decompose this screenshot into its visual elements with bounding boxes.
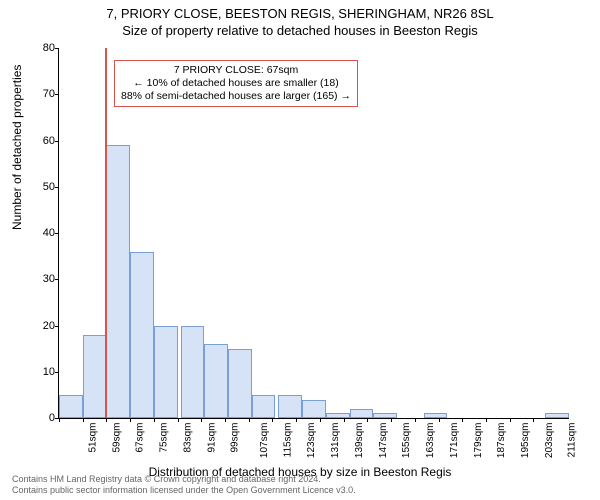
ytick-label: 60	[27, 135, 55, 147]
ytick-label: 0	[27, 412, 55, 424]
histogram-bar	[424, 413, 448, 418]
ytick-mark	[55, 94, 59, 95]
histogram-bar	[130, 252, 154, 419]
xtick-label: 83sqm	[182, 423, 193, 453]
annotation-box: 7 PRIORY CLOSE: 67sqm← 10% of detached h…	[114, 60, 358, 107]
histogram-bar	[545, 413, 569, 418]
xtick-mark	[178, 418, 179, 422]
histogram-bar	[59, 395, 83, 418]
xtick-mark	[83, 418, 84, 422]
xtick-label: 171sqm	[449, 423, 460, 459]
ytick-label: 80	[27, 42, 55, 54]
xtick-label: 195sqm	[520, 423, 531, 459]
footer-attribution: Contains HM Land Registry data © Crown c…	[12, 474, 356, 496]
xtick-mark	[225, 418, 226, 422]
footer-line-2: Contains public sector information licen…	[12, 485, 356, 496]
xtick-mark	[320, 418, 321, 422]
ytick-mark	[55, 48, 59, 49]
histogram-bar	[350, 409, 374, 418]
xtick-mark	[249, 418, 250, 422]
xtick-mark	[130, 418, 131, 422]
ytick-label: 50	[27, 181, 55, 193]
y-axis-label: Number of detached properties	[10, 65, 24, 230]
histogram-bar	[228, 349, 252, 418]
histogram-bar	[326, 413, 350, 418]
page-title: 7, PRIORY CLOSE, BEESTON REGIS, SHERINGH…	[0, 0, 600, 21]
ytick-mark	[55, 372, 59, 373]
xtick-label: 99sqm	[230, 423, 241, 453]
xtick-label: 203sqm	[544, 423, 555, 459]
xtick-mark	[154, 418, 155, 422]
ytick-mark	[55, 326, 59, 327]
ytick-label: 40	[27, 227, 55, 239]
chart-subtitle: Size of property relative to detached ho…	[0, 21, 600, 38]
xtick-label: 107sqm	[259, 423, 270, 459]
ytick-label: 70	[27, 88, 55, 100]
ytick-mark	[55, 279, 59, 280]
xtick-label: 59sqm	[111, 423, 122, 453]
xtick-label: 91sqm	[206, 423, 217, 453]
histogram-bar	[204, 344, 228, 418]
xtick-mark	[391, 418, 392, 422]
histogram-bar	[278, 395, 302, 418]
annotation-line: ← 10% of detached houses are smaller (18…	[121, 77, 351, 90]
xtick-label: 179sqm	[473, 423, 484, 459]
xtick-label: 147sqm	[378, 423, 389, 459]
annotation-line: 7 PRIORY CLOSE: 67sqm	[121, 64, 351, 77]
xtick-mark	[486, 418, 487, 422]
xtick-label: 155sqm	[401, 423, 412, 459]
ytick-label: 10	[27, 366, 55, 378]
xtick-mark	[439, 418, 440, 422]
xtick-mark	[367, 418, 368, 422]
histogram-bar	[83, 335, 107, 418]
annotation-line: 88% of semi-detached houses are larger (…	[121, 90, 351, 103]
histogram-bar	[154, 326, 178, 419]
ytick-label: 20	[27, 320, 55, 332]
xtick-label: 75sqm	[159, 423, 170, 453]
xtick-label: 139sqm	[354, 423, 365, 459]
ytick-mark	[55, 141, 59, 142]
plot-area: 0102030405060708051sqm59sqm67sqm75sqm83s…	[58, 48, 569, 419]
xtick-mark	[462, 418, 463, 422]
xtick-mark	[106, 418, 107, 422]
xtick-label: 51sqm	[88, 423, 99, 453]
xtick-label: 131sqm	[330, 423, 341, 459]
xtick-label: 115sqm	[282, 423, 293, 458]
ytick-label: 30	[27, 273, 55, 285]
xtick-label: 163sqm	[425, 423, 436, 459]
histogram-bar	[106, 145, 130, 418]
xtick-label: 67sqm	[135, 423, 146, 453]
reference-line	[105, 48, 107, 418]
xtick-mark	[201, 418, 202, 422]
chart: 0102030405060708051sqm59sqm67sqm75sqm83s…	[58, 48, 568, 418]
xtick-mark	[59, 418, 60, 422]
xtick-mark	[415, 418, 416, 422]
xtick-mark	[533, 418, 534, 422]
xtick-label: 211sqm	[567, 423, 578, 458]
ytick-mark	[55, 187, 59, 188]
footer-line-1: Contains HM Land Registry data © Crown c…	[12, 474, 356, 485]
histogram-bar	[252, 395, 276, 418]
xtick-label: 187sqm	[496, 423, 507, 459]
xtick-mark	[272, 418, 273, 422]
ytick-mark	[55, 233, 59, 234]
xtick-mark	[296, 418, 297, 422]
xtick-mark	[510, 418, 511, 422]
xtick-label: 123sqm	[307, 423, 318, 459]
histogram-bar	[373, 413, 397, 418]
histogram-bar	[181, 326, 205, 419]
xtick-mark	[344, 418, 345, 422]
histogram-bar	[302, 400, 326, 419]
